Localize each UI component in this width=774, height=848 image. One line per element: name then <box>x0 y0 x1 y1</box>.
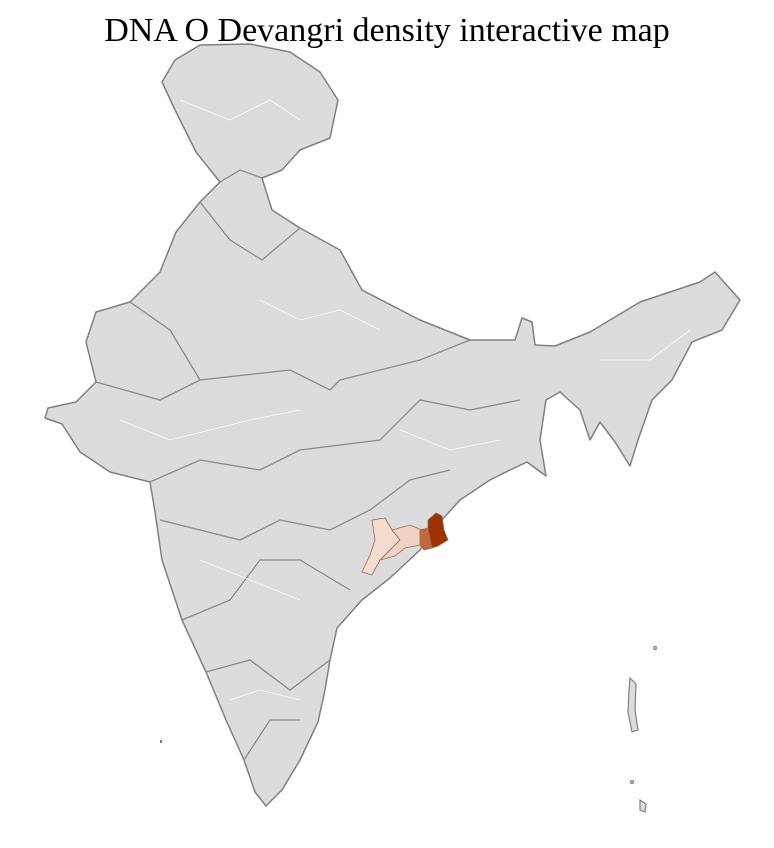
district-low-west[interactable] <box>361 517 401 576</box>
lakshadweep <box>160 740 162 743</box>
district-high[interactable] <box>427 512 449 549</box>
andaman-islands <box>627 645 658 813</box>
district-low-east[interactable] <box>378 524 423 561</box>
state-borders <box>95 169 521 761</box>
map-title: DNA O Devangri density interactive map <box>104 12 670 49</box>
highlighted-districts <box>361 512 449 576</box>
district-borders <box>119 99 691 701</box>
india-outline <box>44 43 741 807</box>
